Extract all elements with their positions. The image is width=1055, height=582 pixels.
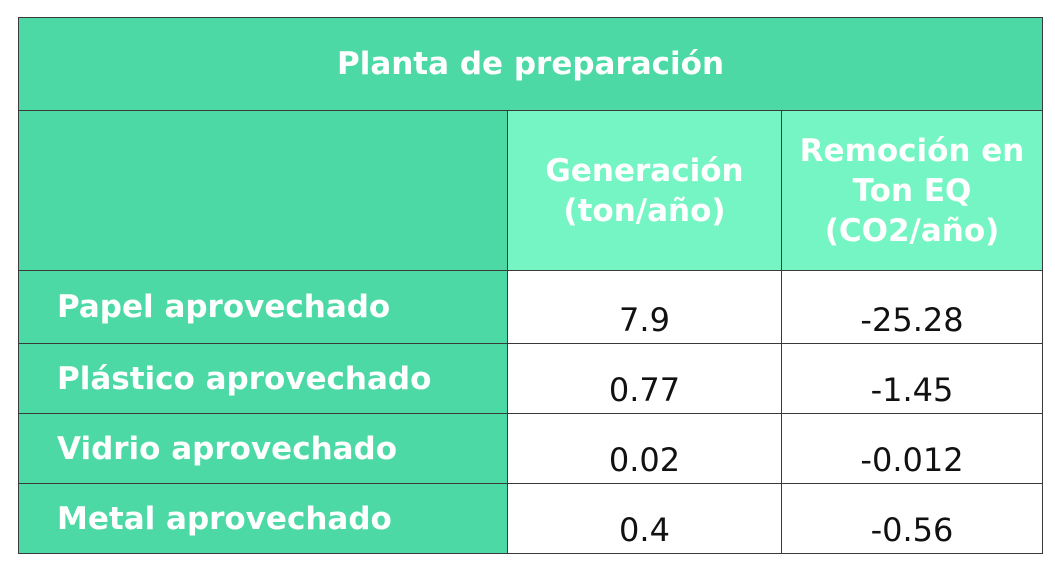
row-label: Papel aprovechado	[18, 270, 508, 344]
removal-value: -1.45	[781, 343, 1043, 414]
header-removal-line-3: (CO2/año)	[824, 212, 1000, 249]
removal-value: -0.56	[781, 483, 1043, 554]
table-title: Planta de preparación	[18, 17, 1043, 111]
table-row: Metal aprovechado 0.4 -0.56	[18, 483, 1043, 554]
header-generation: Generación (ton/año)	[507, 110, 782, 271]
row-label: Plástico aprovechado	[18, 343, 508, 414]
header-removal-line-1: Remoción en	[799, 132, 1025, 169]
data-table: Planta de preparación Generación (ton/añ…	[18, 17, 1043, 554]
header-removal: Remoción en Ton EQ (CO2/año)	[781, 110, 1043, 271]
generation-value: 7.9	[507, 270, 782, 344]
header-row: Generación (ton/año) Remoción en Ton EQ …	[18, 110, 1043, 271]
data-table-container: Planta de preparación Generación (ton/añ…	[18, 17, 1043, 554]
header-generation-line-2: (ton/año)	[563, 192, 726, 229]
header-generation-line-1: Generación	[545, 152, 744, 189]
table-row: Papel aprovechado 7.9 -25.28	[18, 270, 1043, 344]
header-corner-cell	[18, 110, 508, 271]
generation-value: 0.02	[507, 413, 782, 484]
generation-value: 0.4	[507, 483, 782, 554]
removal-value: -0.012	[781, 413, 1043, 484]
title-row: Planta de preparación	[18, 17, 1043, 111]
row-label: Metal aprovechado	[18, 483, 508, 554]
generation-value: 0.77	[507, 343, 782, 414]
row-label: Vidrio aprovechado	[18, 413, 508, 484]
table-row: Vidrio aprovechado 0.02 -0.012	[18, 413, 1043, 484]
table-row: Plástico aprovechado 0.77 -1.45	[18, 343, 1043, 414]
header-removal-line-2: Ton EQ	[852, 172, 972, 209]
removal-value: -25.28	[781, 270, 1043, 344]
